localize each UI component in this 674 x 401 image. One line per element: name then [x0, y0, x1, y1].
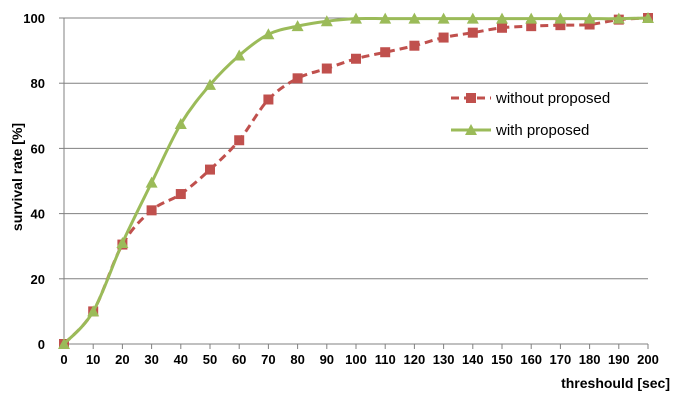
data-point — [408, 12, 421, 24]
y-tick-label: 40 — [31, 207, 45, 222]
x-tick-label: 60 — [232, 352, 246, 367]
data-point — [584, 19, 595, 30]
data-point — [526, 21, 537, 32]
y-tick-label: 20 — [31, 272, 45, 287]
legend: without proposed with proposed — [451, 90, 610, 139]
legend-label: with proposed — [495, 122, 589, 139]
data-point — [263, 94, 274, 105]
series — [58, 12, 654, 349]
legend-item: with proposed — [451, 122, 589, 139]
axes: 0 20 40 60 80 100 0 10 20 30 40 50 60 70 80 90 100 110 120… — [23, 11, 659, 367]
x-tick-label: 130 — [433, 352, 455, 367]
data-point — [467, 27, 478, 38]
data-point — [321, 63, 332, 74]
data-point — [525, 12, 538, 24]
data-point — [554, 12, 567, 24]
x-tick-label: 0 — [60, 352, 67, 367]
legend-marker — [465, 124, 477, 135]
x-tick-label: 90 — [320, 352, 334, 367]
y-tick-label: 80 — [31, 76, 45, 91]
data-point — [174, 117, 187, 129]
data-point — [58, 338, 70, 349]
data-point — [437, 12, 450, 24]
data-point — [145, 176, 158, 188]
data-point — [234, 135, 245, 146]
data-point — [262, 28, 275, 40]
x-tick-label: 160 — [520, 352, 542, 367]
data-point — [555, 20, 566, 31]
legend-label: without proposed — [495, 90, 610, 107]
data-point — [233, 49, 246, 61]
series-without-proposed — [59, 13, 653, 349]
x-tick-label: 40 — [174, 352, 188, 367]
x-tick-label: 100 — [345, 352, 367, 367]
data-point — [292, 73, 303, 84]
data-point — [380, 47, 391, 58]
x-tick-label: 150 — [491, 352, 513, 367]
x-tick-label: 120 — [404, 352, 426, 367]
x-tick-label: 80 — [290, 352, 304, 367]
x-tick-label: 140 — [462, 352, 484, 367]
data-point — [87, 305, 100, 317]
data-point — [379, 12, 392, 24]
x-axis-title: threshould [sec] — [561, 375, 670, 391]
x-tick-label: 20 — [115, 352, 129, 367]
x-tick-label: 170 — [550, 352, 572, 367]
data-point — [351, 53, 361, 64]
x-tick-label: 180 — [579, 352, 601, 367]
data-point — [497, 22, 507, 33]
data-point — [612, 12, 625, 24]
y-tick-label: 0 — [38, 337, 45, 352]
legend-marker — [466, 93, 476, 103]
x-tick-label: 190 — [608, 352, 630, 367]
x-tick-label: 30 — [144, 352, 158, 367]
data-point — [146, 205, 157, 216]
data-point — [204, 78, 216, 90]
data-point — [116, 236, 129, 248]
x-tick-label: 10 — [86, 352, 100, 367]
data-point — [205, 164, 215, 175]
data-point — [642, 12, 654, 23]
data-point — [466, 12, 479, 24]
x-tick-label: 50 — [203, 352, 217, 367]
x-tick-label: 200 — [637, 352, 659, 367]
x-tick-label: 70 — [261, 352, 275, 367]
data-point — [409, 40, 420, 51]
data-point — [583, 12, 596, 24]
y-tick-label: 100 — [23, 11, 45, 26]
data-point — [438, 32, 449, 43]
data-point — [291, 20, 304, 32]
legend-item: without proposed — [451, 90, 610, 107]
series-with-proposed — [58, 12, 654, 349]
data-point — [350, 12, 362, 24]
data-point — [320, 15, 333, 27]
data-point — [496, 12, 508, 24]
y-tick-label: 60 — [31, 141, 45, 156]
y-axis-title: survival rate [%] — [9, 123, 25, 231]
x-tick-label: 110 — [375, 352, 396, 367]
data-point — [175, 189, 186, 200]
